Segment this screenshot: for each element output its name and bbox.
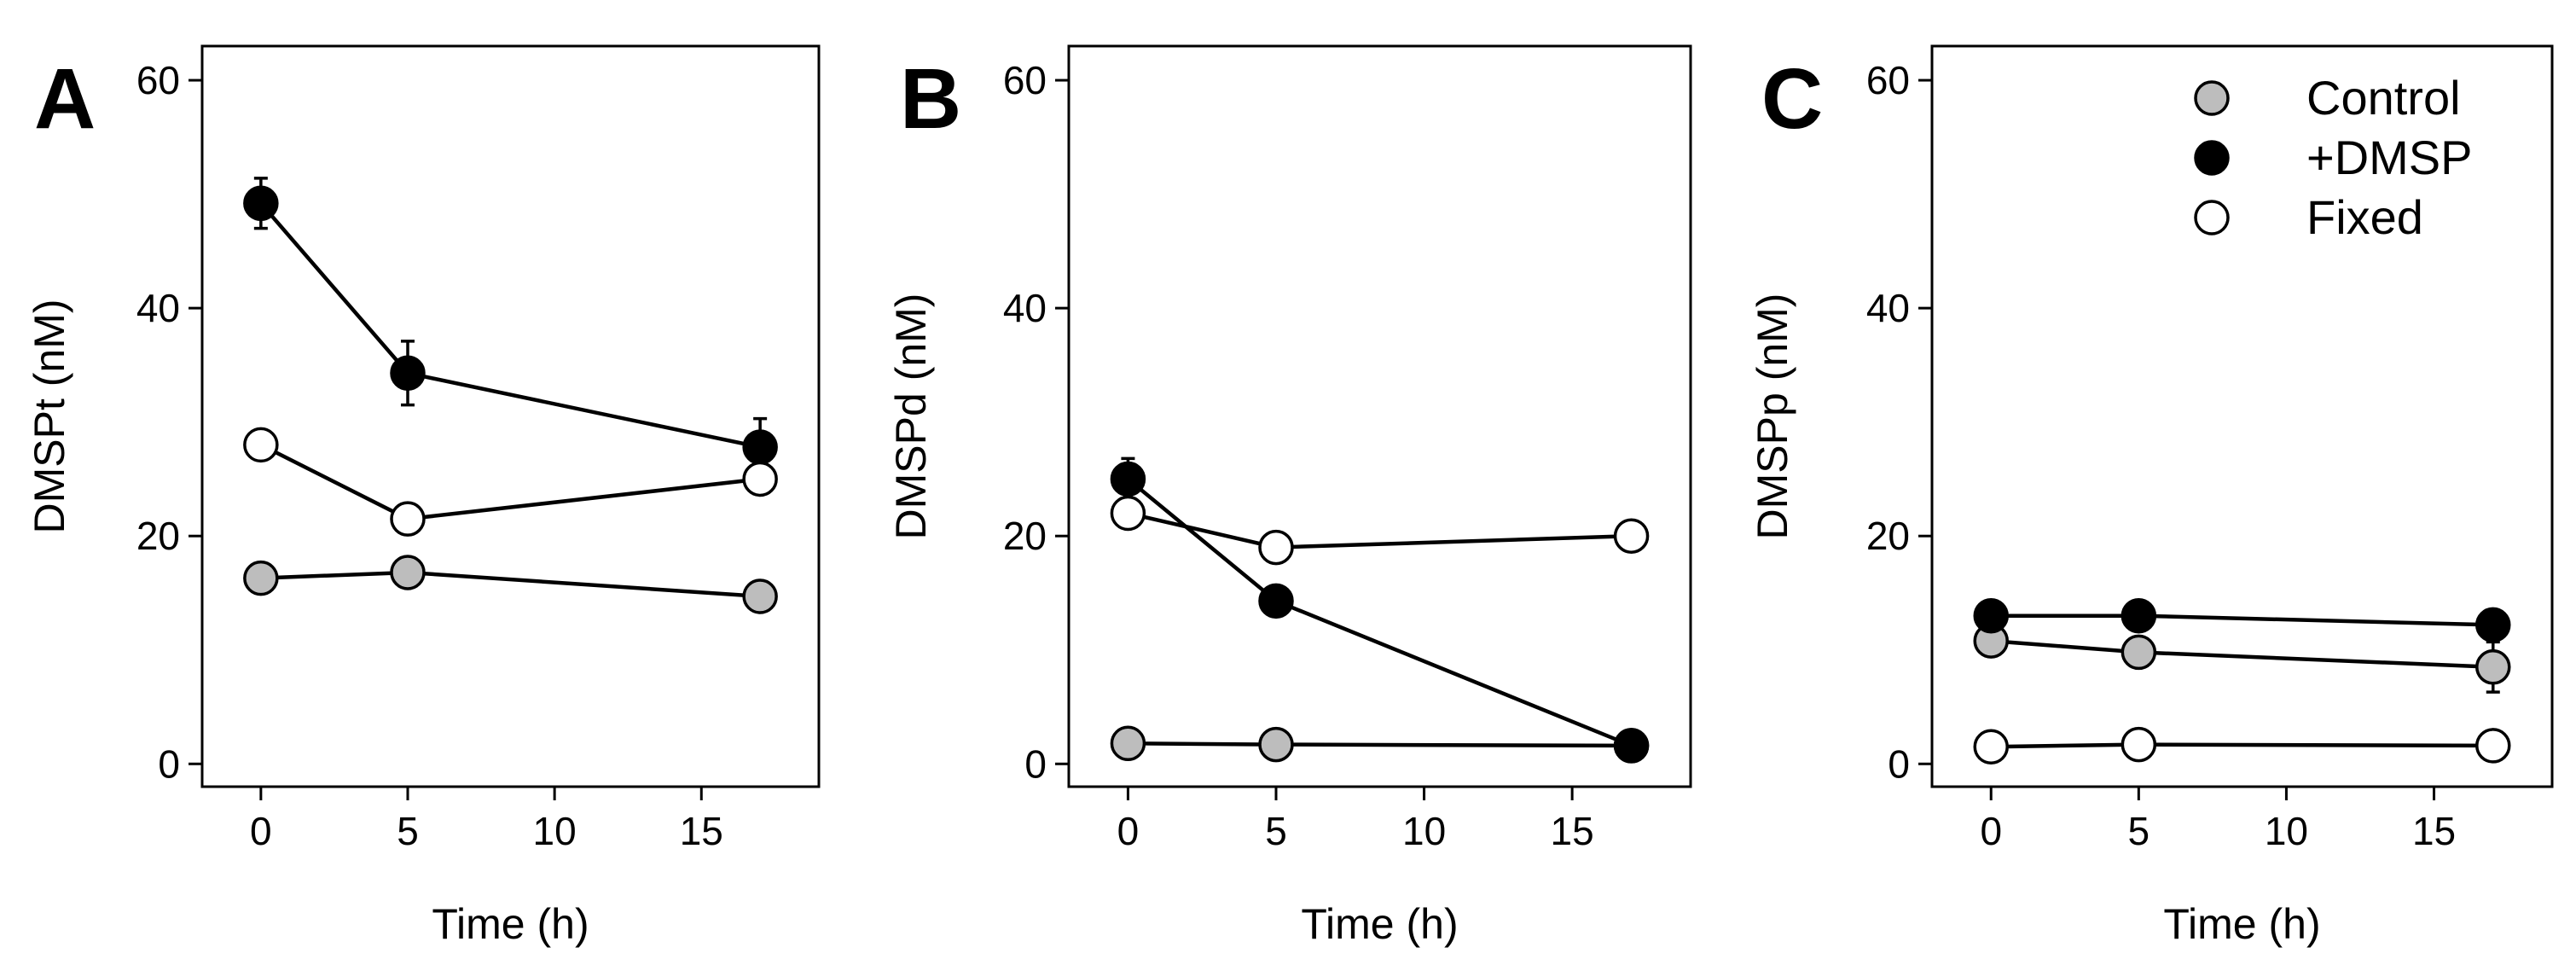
panel-c-x-tick-label: 15	[2412, 809, 2456, 853]
panel-b-x-tick-label: 15	[1551, 809, 1594, 853]
panel-c-point-dmsp	[2475, 607, 2511, 643]
panel-b-x-axis-title: Time (h)	[1301, 900, 1458, 948]
panel-a-y-axis-title: DMSPt (nM)	[26, 299, 73, 534]
panel-c-point-dmsp	[2121, 597, 2157, 634]
panel-a: 0 20 40 60 0 5 10 15 Time (h) DMSPt (nM) A	[26, 44, 821, 948]
panel-c-point-control	[2121, 634, 2157, 671]
panel-a-series-line-dmsp	[259, 201, 761, 450]
panel-b-x-tick-label: 5	[1265, 809, 1287, 853]
panel-c-y-axis-title: DMSPp (nM)	[1749, 294, 1796, 540]
panel-b-point-fixed	[1613, 518, 1650, 554]
panel-b-point-dmsp	[1258, 583, 1294, 619]
panel-a-point-fixed	[390, 501, 426, 537]
panel-b-y-axis-title: DMSPd (nM)	[887, 294, 935, 540]
panel-b-point-control	[1110, 725, 1146, 762]
panel-b-x-tick-label: 0	[1117, 809, 1140, 853]
panel-b-series-line-dmsp	[1126, 477, 1633, 748]
panel-b-point-dmsp	[1110, 461, 1146, 497]
panel-c-y-tick-label: 20	[1866, 514, 1910, 558]
panel-c-point-control	[2475, 649, 2511, 685]
panel-b-point-dmsp	[1613, 728, 1650, 764]
panel-c-y-tick-label: 0	[1888, 741, 1910, 786]
panel-b-y-tick-label: 0	[1024, 741, 1047, 786]
panel-a-point-fixed	[742, 461, 778, 497]
panel-a-x-tick-label: 5	[397, 809, 419, 853]
panel-a-point-dmsp	[243, 185, 279, 222]
panel-c: 0 20 40 60 0 5 10 15 Time (h) DMSPp (nM) C	[1749, 44, 2554, 948]
panel-c-series-line-fixed	[1991, 742, 2493, 749]
panel-b-plot-frame	[1067, 44, 1692, 788]
panel-c-plot-frame	[1930, 44, 2554, 788]
panel-c-y-tick-label: 40	[1866, 286, 1910, 330]
panel-b-point-control	[1258, 726, 1294, 763]
panel-a-x-tick-label: 10	[533, 809, 577, 853]
panel-a-y-tick-label: 0	[158, 741, 180, 786]
panel-b: 0 20 40 60 0 5 10 15 Time (h) DMSPd (nM) B	[887, 44, 1692, 948]
panel-a-x-axis-title: Time (h)	[432, 900, 589, 948]
panel-c-letter: C	[1761, 51, 1823, 147]
panel-c-point-fixed	[1973, 729, 2009, 765]
legend-label-fixed: Fixed	[2306, 190, 2423, 244]
panel-a-letter: A	[34, 51, 96, 147]
panel-a-x-tick-label: 0	[250, 809, 272, 853]
panel-a-point-dmsp	[742, 429, 778, 465]
panel-b-y-tick-label: 40	[1003, 286, 1047, 330]
panel-a-point-control	[742, 578, 778, 614]
panel-c-series-line-dmsp	[1991, 613, 2493, 627]
panel-a-x-tick-label: 15	[680, 809, 723, 853]
panel-b-x-tick-label: 10	[1402, 809, 1446, 853]
panel-c-x-tick-label: 0	[1980, 809, 2002, 853]
legend-label-control: Control	[2306, 71, 2461, 125]
panel-b-series-line-control	[1128, 741, 1632, 748]
panel-a-series-line-fixed	[259, 443, 761, 521]
panel-b-y-tick-label: 20	[1003, 514, 1047, 558]
panel-b-point-fixed	[1110, 495, 1146, 532]
legend: Control +DMSP Fixed	[2194, 71, 2473, 244]
panel-c-point-dmsp	[1973, 597, 2009, 634]
legend-marker-dmsp	[2194, 140, 2230, 176]
panel-a-plot-frame	[200, 44, 821, 788]
panel-c-x-axis-title: Time (h)	[2163, 900, 2320, 948]
legend-marker-control	[2194, 80, 2230, 116]
legend-marker-fixed	[2194, 200, 2230, 235]
panel-a-y-tick-label: 20	[136, 514, 180, 558]
panel-a-y-tick-label: 40	[136, 286, 180, 330]
panel-c-point-fixed	[2121, 726, 2157, 763]
panel-b-letter: B	[900, 51, 961, 147]
panel-a-point-fixed	[243, 427, 279, 463]
panel-a-point-dmsp	[390, 355, 426, 392]
panel-a-y-tick-label: 60	[136, 58, 180, 102]
panel-b-y-tick-label: 60	[1003, 58, 1047, 102]
panel-c-x-tick-label: 5	[2128, 809, 2150, 853]
panel-c-series-line-control	[1991, 638, 2493, 670]
panel-c-y-tick-label: 60	[1866, 58, 1910, 102]
panel-a-point-control	[390, 555, 426, 590]
panel-b-point-fixed	[1258, 529, 1294, 566]
panel-a-series-line-control	[260, 570, 761, 599]
panel-c-point-fixed	[2475, 728, 2511, 764]
panel-c-x-tick-label: 10	[2265, 809, 2308, 853]
legend-label-dmsp: +DMSP	[2306, 131, 2473, 184]
panel-a-point-control	[243, 560, 279, 596]
